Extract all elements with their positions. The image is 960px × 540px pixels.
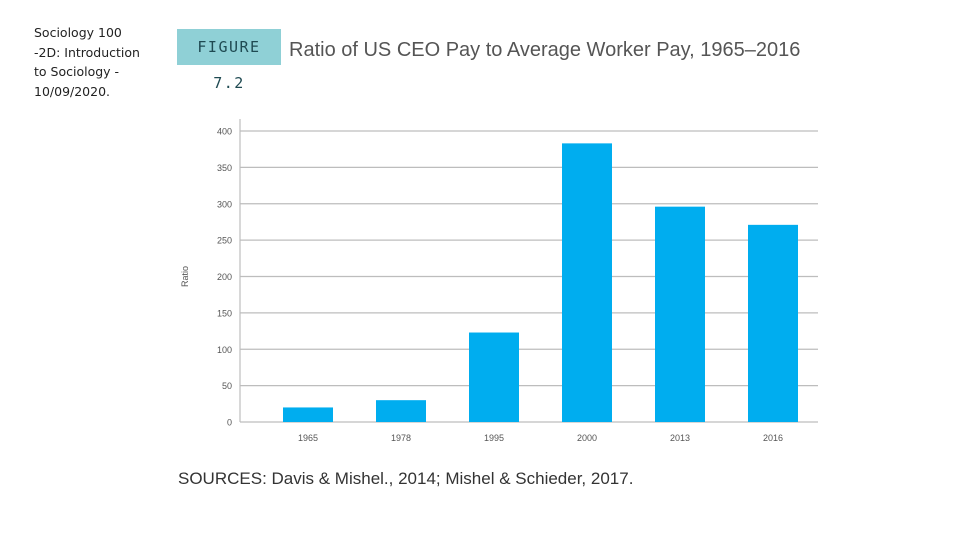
y-tick-label: 300 xyxy=(217,199,232,209)
slide-note: Sociology 100 -2D: Introduction to Socio… xyxy=(34,25,140,99)
bar-1965 xyxy=(283,407,333,422)
x-tick-label: 2000 xyxy=(577,433,597,443)
sources-note: SOURCES: Davis & Mishel., 2014; Mishel &… xyxy=(178,469,634,488)
bar-2013 xyxy=(655,206,705,422)
x-tick-label: 1995 xyxy=(484,433,504,443)
bar-2000 xyxy=(562,143,612,422)
y-tick-label: 200 xyxy=(217,272,232,282)
y-tick-label: 400 xyxy=(217,127,232,137)
chart-title: Ratio of US CEO Pay to Average Worker Pa… xyxy=(289,39,801,61)
bar-1978 xyxy=(376,400,426,422)
y-tick-label: 150 xyxy=(217,308,232,318)
gridlines xyxy=(240,130,818,423)
x-tick-labels: 1965 1978 1995 2000 2013 2016 xyxy=(298,433,783,443)
y-tick-label: 50 xyxy=(222,381,232,391)
x-tick-label: 2016 xyxy=(763,433,783,443)
bar-1995 xyxy=(469,332,519,422)
y-tick-label: 100 xyxy=(217,345,232,355)
bar-2016 xyxy=(748,224,798,422)
y-tick-label: 0 xyxy=(227,418,232,428)
y-tick-label: 350 xyxy=(217,163,232,173)
bars xyxy=(283,143,798,422)
y-axis-label: Ratio xyxy=(180,266,190,287)
figure-label-badge: FIGURE 7.2 xyxy=(177,29,281,92)
x-tick-label: 2013 xyxy=(670,433,690,443)
x-tick-label: 1965 xyxy=(298,433,318,443)
y-tick-labels: 0 50 100 150 200 250 300 350 400 xyxy=(217,127,232,428)
y-tick-label: 250 xyxy=(217,236,232,246)
x-tick-label: 1978 xyxy=(391,433,411,443)
